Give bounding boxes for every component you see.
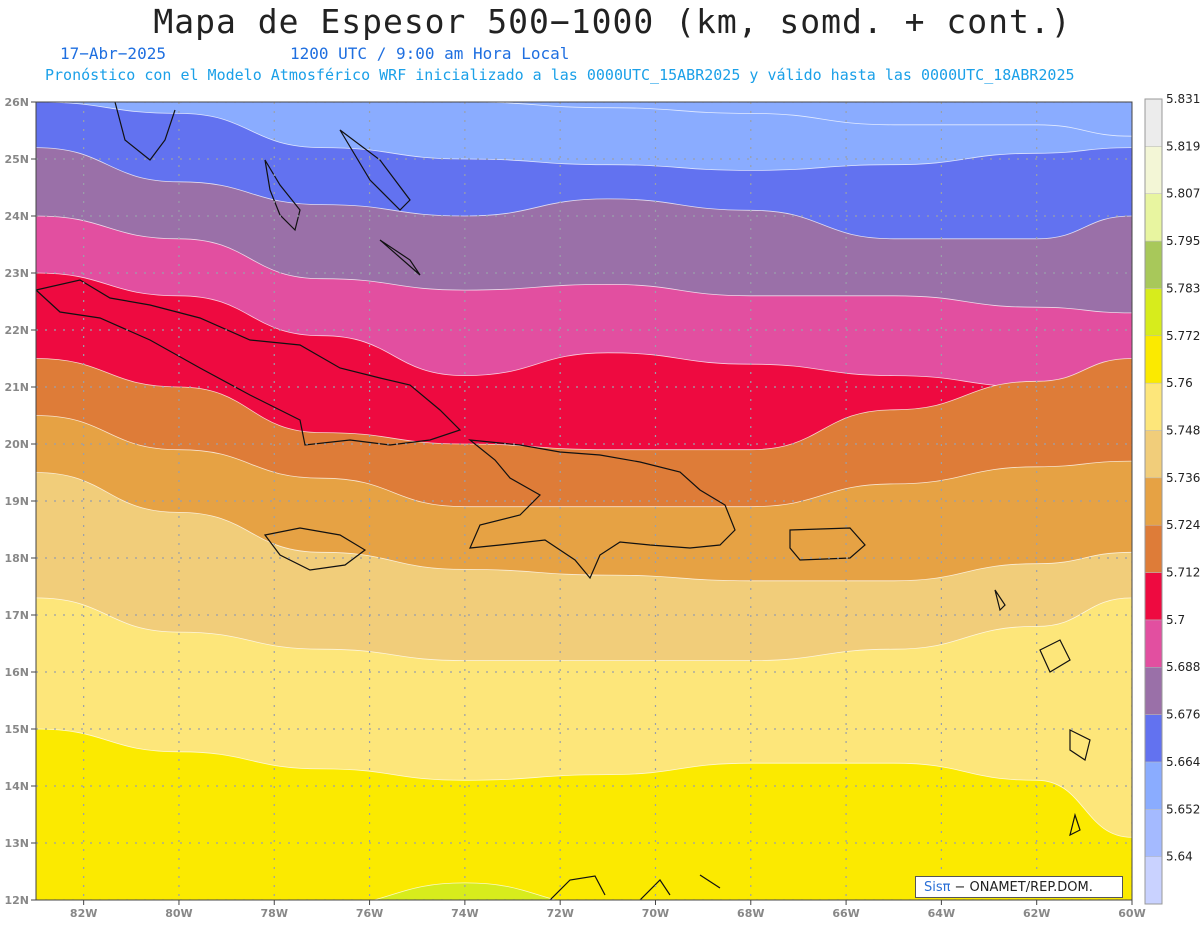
lon-tick-label: 76W bbox=[356, 907, 383, 920]
colorbar-label: 5.807 bbox=[1166, 187, 1200, 201]
forecast-date: 17−Abr−2025 bbox=[60, 44, 166, 63]
colorbar-swatch bbox=[1144, 240, 1163, 289]
lat-tick-label: 13N bbox=[4, 837, 29, 850]
lon-tick-label: 82W bbox=[70, 907, 97, 920]
colorbar-swatch bbox=[1144, 572, 1163, 621]
contour-bands bbox=[36, 102, 1132, 900]
coastline-jamaica bbox=[263, 527, 367, 571]
colorbar-label: 5.736 bbox=[1166, 471, 1200, 485]
colorbar-swatch bbox=[1144, 761, 1163, 810]
lon-tick-label: 62W bbox=[1023, 907, 1050, 920]
colorbar-swatch bbox=[1144, 288, 1163, 337]
lat-tick-label: 18N bbox=[4, 552, 29, 565]
coastline-cuba bbox=[36, 279, 462, 446]
latitude-ticks: 12N 13N 14N 15N 16N 17N 18N 19N 20N 21N 22N 23N 24N 2… bbox=[4, 96, 36, 907]
credit-box: Sisπ − ONAMET/REP.DOM. bbox=[915, 876, 1123, 898]
longitude-ticks: 82W 80W 78W 76W 74W 72W 70W 68W 66W 64W 62W 60W bbox=[70, 900, 1146, 920]
forecast-time: 1200 UTC / 9:00 am Hora Local bbox=[290, 44, 570, 63]
lat-tick-label: 15N bbox=[4, 723, 29, 736]
colorbar-swatch bbox=[1144, 98, 1163, 147]
colorbar-swatch bbox=[1144, 619, 1163, 668]
colorbar-label: 5.772 bbox=[1166, 329, 1200, 343]
colorbar-swatch bbox=[1144, 524, 1163, 573]
colorbar-swatch bbox=[1144, 193, 1163, 242]
colorbar-label: 5.676 bbox=[1166, 708, 1200, 722]
lat-tick-label: 17N bbox=[4, 609, 29, 622]
lon-tick-label: 78W bbox=[261, 907, 288, 920]
lat-tick-label: 16N bbox=[4, 666, 29, 679]
lon-tick-label: 74W bbox=[451, 907, 478, 920]
map-title: Mapa de Espesor 500−1000 (km, somd. + co… bbox=[153, 2, 1072, 41]
colorbar-label: 5.795 bbox=[1166, 234, 1200, 248]
lon-tick-label: 70W bbox=[642, 907, 669, 920]
coastline-lesser-antilles bbox=[994, 589, 1091, 837]
colorbar-label: 5.819 bbox=[1166, 139, 1200, 153]
lat-tick-label: 23N bbox=[4, 267, 29, 280]
coastline-hispaniola bbox=[468, 439, 736, 580]
colorbar-label: 5.712 bbox=[1166, 566, 1200, 580]
colorbar: 5.64 5.652 5.664 5.676 5.688 5.7 5.712 5.724 5.7… bbox=[1144, 92, 1200, 905]
lon-tick-label: 72W bbox=[546, 907, 573, 920]
band-5.772 bbox=[36, 882, 558, 900]
coastline-florida bbox=[114, 102, 176, 161]
sispi-logo: Sisπ bbox=[924, 879, 951, 895]
coastline-south-america bbox=[549, 874, 721, 900]
lat-tick-label: 19N bbox=[4, 495, 29, 508]
lon-tick-label: 68W bbox=[737, 907, 764, 920]
lat-tick-label: 14N bbox=[4, 780, 29, 793]
colorbar-label: 5.748 bbox=[1166, 423, 1200, 437]
colorbar-swatch bbox=[1144, 714, 1163, 763]
lat-tick-label: 21N bbox=[4, 381, 29, 394]
coastline-bahamas bbox=[264, 129, 421, 276]
lat-tick-label: 22N bbox=[4, 324, 29, 337]
colorbar-label: 5.76 bbox=[1166, 376, 1193, 390]
lon-tick-label: 64W bbox=[928, 907, 955, 920]
colorbar-label: 5.7 bbox=[1166, 613, 1185, 627]
colorbar-label: 5.688 bbox=[1166, 660, 1200, 674]
colorbar-label: 5.724 bbox=[1166, 518, 1200, 532]
colorbar-swatch bbox=[1144, 809, 1163, 857]
colorbar-label: 5.664 bbox=[1166, 755, 1200, 769]
colorbar-label: 5.64 bbox=[1166, 850, 1193, 864]
colorbar-swatch bbox=[1144, 477, 1163, 526]
colorbar-swatch bbox=[1144, 382, 1163, 431]
lat-tick-label: 25N bbox=[4, 153, 29, 166]
colorbar-label: 5.831 bbox=[1166, 92, 1200, 106]
lon-tick-label: 66W bbox=[832, 907, 859, 920]
lon-tick-label: 80W bbox=[165, 907, 192, 920]
colorbar-label: 5.783 bbox=[1166, 281, 1200, 295]
colorbar-swatch bbox=[1144, 335, 1163, 384]
colorbar-swatch bbox=[1144, 146, 1163, 194]
colorbar-swatch bbox=[1144, 666, 1163, 715]
lon-tick-label: 60W bbox=[1118, 907, 1145, 920]
lat-tick-label: 26N bbox=[4, 96, 29, 109]
coastline-puerto-rico bbox=[789, 527, 866, 561]
colorbar-label: 5.652 bbox=[1166, 802, 1200, 816]
coastlines bbox=[36, 102, 1091, 900]
lat-tick-label: 24N bbox=[4, 210, 29, 223]
colorbar-frame bbox=[1144, 98, 1163, 905]
colorbar-swatch bbox=[1144, 430, 1163, 479]
lat-tick-label: 20N bbox=[4, 438, 29, 451]
credit-text: − ONAMET/REP.DOM. bbox=[954, 879, 1093, 895]
colorbar-swatch bbox=[1144, 856, 1163, 905]
lat-tick-label: 12N bbox=[4, 894, 29, 907]
forecast-subtitle: Pronóstico con el Modelo Atmosférico WRF… bbox=[45, 66, 1075, 84]
band-5.760 bbox=[36, 728, 1132, 900]
